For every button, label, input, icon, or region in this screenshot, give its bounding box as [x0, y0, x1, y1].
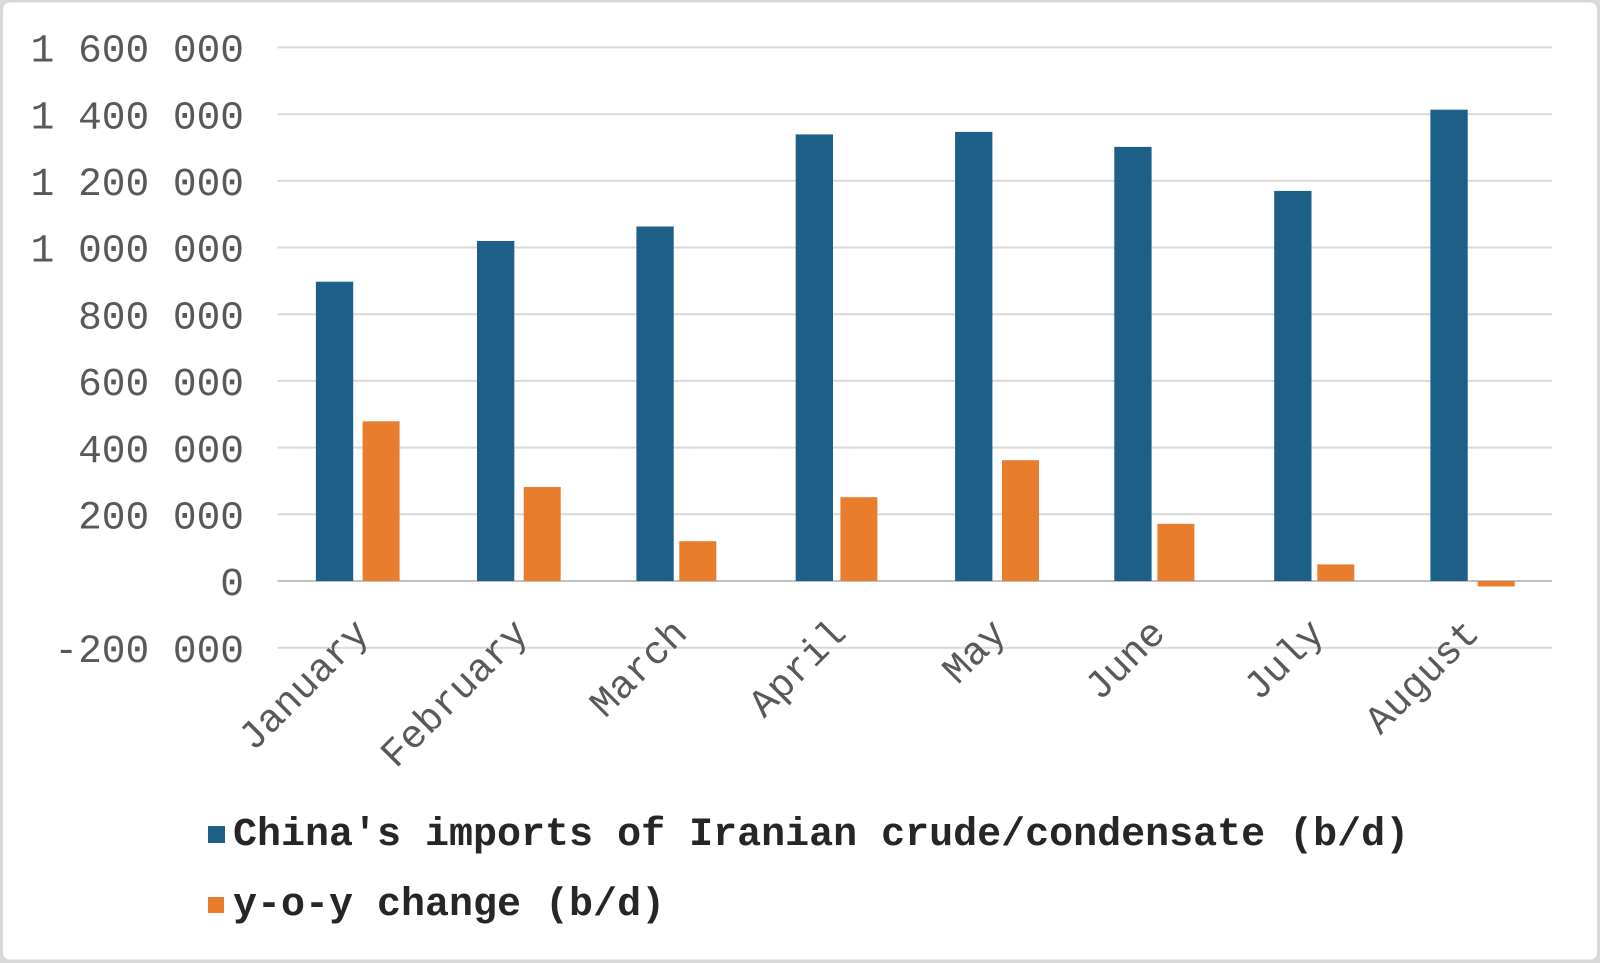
svg-text:-200 000: -200 000 — [54, 629, 244, 674]
svg-text:600 000: 600 000 — [78, 362, 244, 407]
svg-text:y-o-y change (b/d): y-o-y change (b/d) — [233, 883, 665, 928]
svg-text:1 600 000: 1 600 000 — [31, 29, 244, 74]
svg-text:1 400 000: 1 400 000 — [31, 95, 244, 140]
svg-text:0: 0 — [220, 562, 244, 607]
svg-text:200 000: 200 000 — [78, 496, 244, 541]
svg-text:1 200 000: 1 200 000 — [31, 162, 244, 207]
svg-text:1 000 000: 1 000 000 — [31, 229, 244, 274]
svg-text:China's imports of Iranian cru: China's imports of Iranian crude/condens… — [233, 813, 1409, 858]
svg-text:400 000: 400 000 — [78, 429, 244, 474]
svg-text:800 000: 800 000 — [78, 295, 244, 340]
